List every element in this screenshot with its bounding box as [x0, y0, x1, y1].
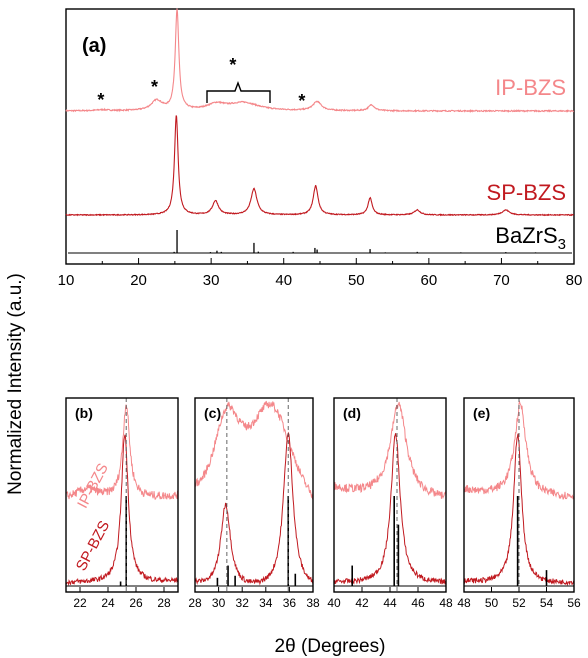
panel-b-frame: [65, 397, 179, 593]
x-tick-label: 28: [157, 596, 171, 610]
panel-a-bracket: [206, 81, 271, 103]
ref-series-label-sub: 3: [558, 236, 566, 253]
ip-bzs-curve: [65, 8, 575, 113]
impurity-asterisk: *: [229, 55, 236, 75]
x-tick-label: 56: [567, 596, 581, 610]
x-tick-label: 54: [540, 596, 554, 610]
x-tick-label: 20: [130, 272, 147, 289]
small-panels: 22 24 26 28 (b) IP-BZS SP-BZS 28 30 32 34 36 38 (c) 40…: [65, 397, 581, 610]
panel-a: 10 20 30 40 50 60 70 80 (a) **** IP-BZS SP-BZS …: [58, 8, 583, 289]
x-tick-label: 46: [411, 596, 425, 610]
x-tick-label: 48: [439, 596, 453, 610]
ref-series-label-main: BaZrS: [495, 223, 557, 248]
x-tick-label: 42: [355, 596, 369, 610]
x-tick-label: 50: [348, 272, 365, 289]
panel-c-frame: [194, 397, 314, 593]
panel-e: 48 50 52 54 56 (e): [457, 397, 581, 610]
x-tick-label: 44: [383, 596, 397, 610]
x-tick-label: 52: [512, 596, 526, 610]
sp-bzs-curve: [65, 115, 574, 217]
x-tick-label: 10: [58, 272, 75, 289]
panel-c: 28 30 32 34 36 38 (c): [188, 397, 320, 610]
x-axis-label: 2θ (Degrees): [275, 636, 386, 657]
x-tick-label: 30: [203, 272, 220, 289]
ip-bzs-zoom-curve: [195, 400, 313, 500]
panel-c-curves: [195, 400, 313, 587]
x-tick-label: 36: [283, 596, 297, 610]
panel-a-curves: [65, 8, 575, 254]
x-tick-label: 80: [566, 272, 583, 289]
panel-b-label: (b): [75, 405, 93, 421]
x-tick-label: 40: [275, 272, 292, 289]
ref-series-label: BaZrS3: [495, 223, 566, 253]
x-tick-label: 24: [101, 596, 115, 610]
impurity-asterisk: *: [97, 90, 104, 110]
ip-bzs-zoom-curve: [464, 400, 574, 500]
x-tick-label: 38: [306, 596, 320, 610]
panel-a-label: (a): [82, 35, 106, 57]
x-tick-label: 34: [259, 596, 273, 610]
x-tick-label: 60: [421, 272, 438, 289]
panel-a-x-ticks: 10 20 30 40 50 60 70 80: [58, 258, 583, 289]
x-tick-label: 22: [73, 596, 87, 610]
ip-bzs-zoom-curve: [66, 404, 178, 500]
panel-b: 22 24 26 28 (b) IP-BZS SP-BZS: [65, 397, 179, 610]
ip-series-label: IP-BZS: [495, 75, 566, 100]
sp-bzs-zoom-curve: [66, 434, 178, 586]
sp-bzs-zoom-curve: [195, 431, 313, 586]
ip-bzs-zoom-label: IP-BZS: [74, 461, 112, 512]
panel-d: 40 42 44 46 48 (d): [327, 397, 453, 610]
x-tick-label: 40: [327, 596, 341, 610]
sp-bzs-zoom-label: SP-BZS: [73, 518, 113, 574]
sp-series-label: SP-BZS: [487, 180, 566, 205]
x-tick-label: 30: [212, 596, 226, 610]
panel-d-frame: [333, 397, 447, 593]
sp-bzs-zoom-curve: [334, 433, 446, 585]
panel-e-label: (e): [473, 405, 490, 421]
x-tick-label: 70: [493, 272, 510, 289]
x-tick-label: 50: [485, 596, 499, 610]
impurity-asterisk: *: [151, 77, 158, 97]
x-tick-label: 28: [188, 596, 202, 610]
x-tick-label: 26: [129, 596, 143, 610]
y-axis-label: Normalized Intensity (a.u.): [5, 273, 26, 495]
panel-d-label: (d): [343, 405, 361, 421]
panel-c-label: (c): [204, 405, 221, 421]
ip-bzs-zoom-curve: [334, 401, 446, 500]
x-tick-label: 48: [457, 596, 471, 610]
x-tick-label: 32: [236, 596, 250, 610]
panel-d-curves: [334, 401, 446, 587]
impurity-asterisk: *: [298, 91, 305, 111]
panel-a-annotations: * * * *: [97, 55, 305, 111]
